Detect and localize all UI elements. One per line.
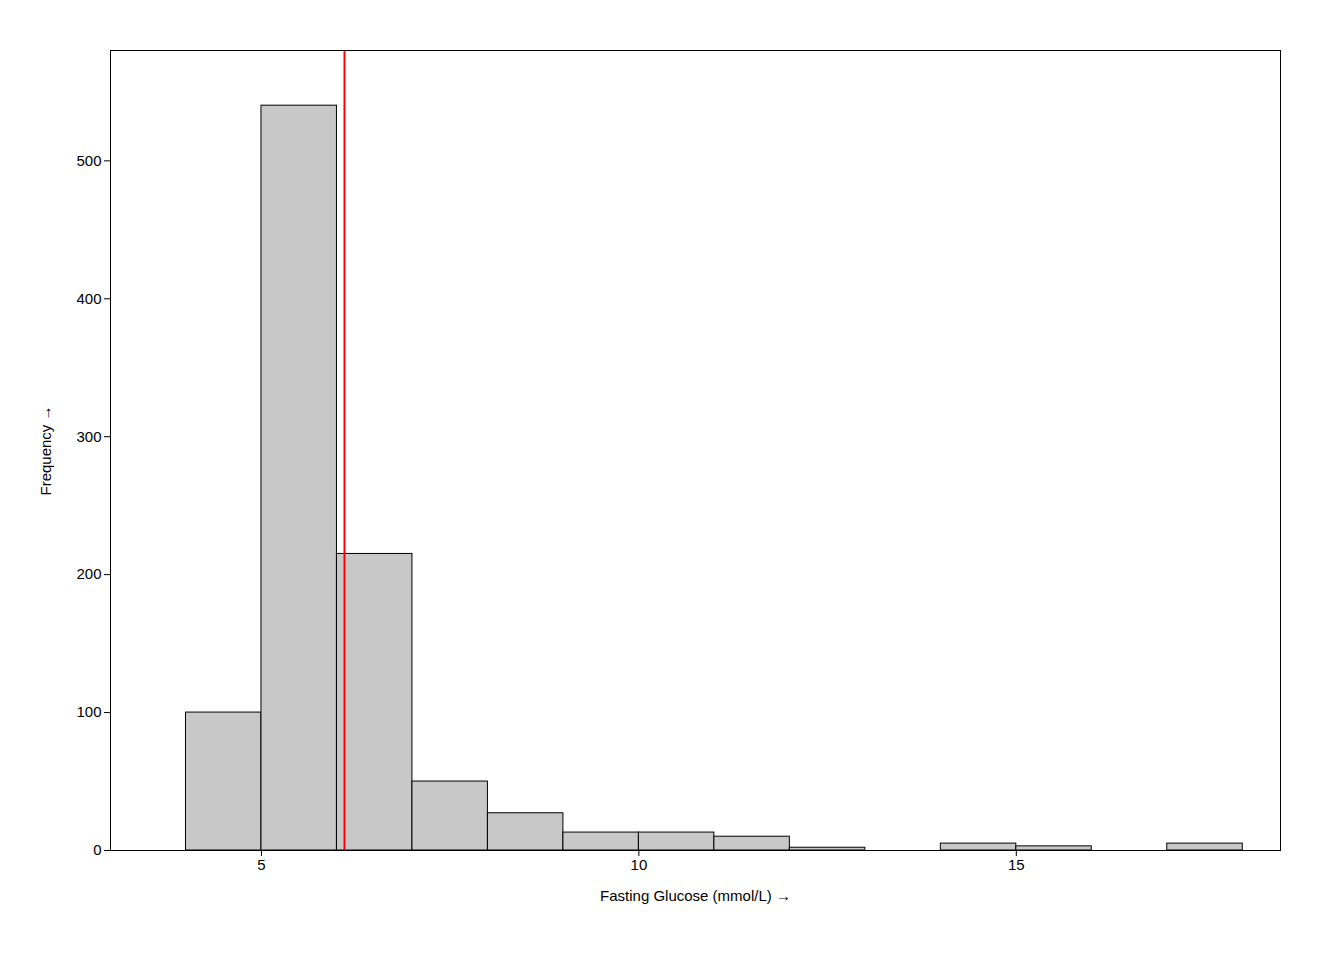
svg-text:200: 200 [76,565,101,582]
svg-text:Fasting Glucose (mmol/L) →: Fasting Glucose (mmol/L) → [600,887,791,904]
svg-text:0: 0 [93,841,101,858]
svg-text:15: 15 [1008,856,1025,873]
svg-text:10: 10 [631,856,648,873]
svg-text:300: 300 [76,428,101,445]
svg-text:500: 500 [76,152,101,169]
svg-text:5: 5 [257,856,265,873]
svg-text:400: 400 [76,290,101,307]
svg-text:100: 100 [76,703,101,720]
svg-text:Frequency →: Frequency → [37,405,54,495]
